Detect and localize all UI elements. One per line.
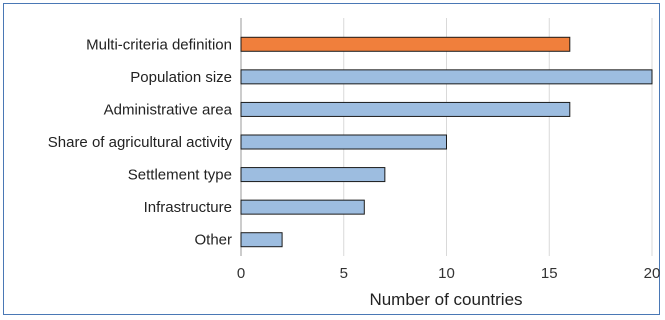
x-tick-label: 15 — [541, 265, 558, 282]
bar-infrastructure — [240, 199, 365, 215]
bar-administrative-area — [240, 101, 571, 117]
category-label: Infrastructure — [144, 199, 232, 216]
bar-population-size — [240, 69, 653, 85]
category-labels: Multi-criteria definition Population size… — [48, 36, 233, 248]
category-label: Population size — [130, 69, 232, 86]
bar-multi-criteria-definition — [240, 36, 571, 52]
category-label: Settlement type — [128, 167, 232, 184]
category-label: Share of agricultural activity — [48, 134, 233, 151]
x-tick-label: 5 — [340, 265, 348, 282]
x-tick-label: 0 — [237, 265, 245, 282]
x-tick-label: 10 — [438, 265, 455, 282]
x-tick-labels: 0 5 10 15 20 — [237, 265, 661, 282]
x-axis-title: Number of countries — [369, 290, 522, 309]
chart-frame — [3, 3, 660, 315]
category-label: Other — [194, 232, 232, 249]
bar-settlement-type — [240, 167, 386, 183]
bars — [240, 36, 653, 248]
bar-share-of-agricultural-activity — [240, 134, 447, 150]
x-tick-label: 20 — [644, 265, 661, 282]
bar-other — [240, 232, 283, 248]
category-label: Multi-criteria definition — [86, 36, 232, 53]
category-label: Administrative area — [104, 101, 233, 118]
